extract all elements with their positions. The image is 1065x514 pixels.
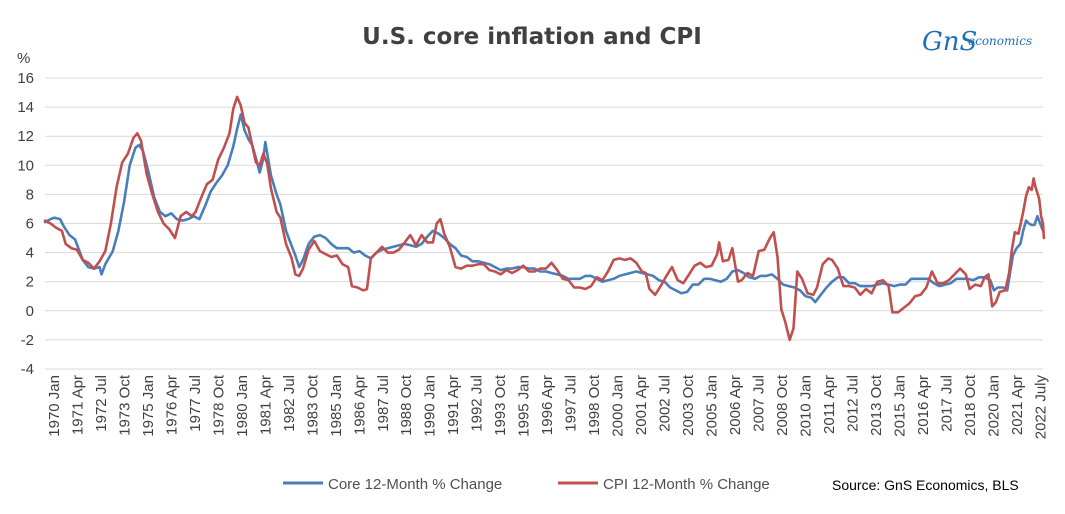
- x-tick-label: 1971 Apr: [69, 375, 86, 435]
- x-tick-label: 1983 Oct: [304, 374, 321, 436]
- x-tick-label: 2018 Oct: [962, 374, 979, 436]
- x-tick-label: 2011 Apr: [821, 375, 838, 434]
- x-tick-label: 2021 Apr: [1009, 375, 1026, 435]
- y-tick-label: 12: [17, 128, 34, 145]
- x-tick-label: 2002 Jul: [657, 375, 674, 432]
- x-tick-label: 1976 Apr: [163, 375, 180, 435]
- x-tick-label: 1990 Jan: [422, 375, 439, 437]
- x-tick-label: 2008 Oct: [774, 374, 791, 436]
- x-tick-label: 1985 Jan: [328, 375, 345, 437]
- series-line-core: [43, 113, 1045, 304]
- x-tick-label: 1970 Jan: [46, 375, 63, 437]
- y-tick-label: -4: [21, 361, 34, 378]
- x-tick-label: 2015 Jan: [891, 375, 908, 437]
- x-tick-label: 1995 Jan: [516, 375, 533, 437]
- logo-mark: GnS: [922, 27, 977, 57]
- y-axis-ticks: -4 -2 0 2 4 6 8 10 12 14 16: [17, 70, 34, 378]
- y-tick-label: 0: [26, 303, 34, 320]
- gridlines: [45, 77, 1043, 370]
- x-tick-label: 1977 Jul: [187, 375, 204, 432]
- logo-word: economics: [968, 34, 1032, 48]
- x-tick-label: 1982 Jul: [281, 375, 298, 432]
- legend-label: Core 12-Month % Change: [328, 476, 502, 493]
- x-tick-label: 2007 Jul: [750, 375, 767, 432]
- y-tick-label: 10: [17, 157, 34, 174]
- y-axis-unit: %: [17, 50, 30, 67]
- x-tick-label: 2000 Jan: [610, 375, 627, 437]
- x-tick-label: 1981 Apr: [257, 375, 274, 435]
- x-tick-label: 2017 Jul: [938, 375, 955, 432]
- x-tick-label: 1986 Apr: [351, 375, 368, 435]
- x-tick-label: 2003 Oct: [680, 374, 697, 436]
- y-tick-label: 4: [26, 245, 34, 262]
- y-tick-label: 2: [26, 274, 34, 291]
- x-tick-label: 2006 Apr: [727, 375, 744, 435]
- x-tick-label: 1973 Oct: [116, 374, 133, 436]
- x-tick-label: 2022 July: [1032, 375, 1049, 440]
- x-tick-label: 2013 Oct: [868, 374, 885, 436]
- y-tick-label: 6: [26, 216, 34, 233]
- x-tick-label: 1988 Oct: [398, 374, 415, 436]
- x-tick-label: 2005 Jan: [704, 375, 721, 437]
- x-tick-label: 1972 Jul: [93, 375, 110, 432]
- x-tick-label: 2012 Jul: [844, 375, 861, 432]
- legend: Core 12-Month % Change CPI 12-Month % Cha…: [283, 476, 770, 493]
- x-tick-label: 2016 Apr: [915, 375, 932, 435]
- x-tick-label: 2020 Jan: [985, 375, 1002, 437]
- x-tick-label: 2001 Apr: [633, 375, 650, 435]
- series-lines: [43, 95, 1046, 342]
- x-tick-label: 1998 Oct: [586, 374, 603, 436]
- x-tick-label: 1996 Apr: [539, 375, 556, 435]
- x-tick-label: 1991 Apr: [445, 375, 462, 435]
- legend-label: CPI 12-Month % Change: [603, 476, 770, 493]
- source-note: Source: GnS Economics, BLS: [832, 477, 1019, 493]
- y-tick-label: 14: [17, 99, 34, 116]
- y-tick-label: 16: [17, 70, 34, 87]
- series-line-cpi: [43, 95, 1046, 342]
- logo: GnS economics: [922, 27, 1032, 57]
- x-tick-label: 1975 Jan: [140, 375, 157, 437]
- x-tick-label: 1992 Jul: [469, 375, 486, 432]
- x-tick-label: 2010 Jan: [797, 375, 814, 437]
- x-axis-ticks: 1970 Jan 1971 Apr 1972 Jul 1973 Oct 1975 Jan…: [46, 374, 1049, 439]
- x-tick-label: 1987 Jul: [375, 375, 392, 432]
- x-tick-label: 1980 Jan: [234, 375, 251, 437]
- y-tick-label: 8: [26, 186, 34, 203]
- chart-title: U.S. core inflation and CPI: [362, 24, 702, 50]
- x-tick-label: 1993 Oct: [492, 374, 509, 436]
- x-tick-label: 1978 Oct: [210, 374, 227, 436]
- y-tick-label: -2: [21, 332, 34, 349]
- x-tick-label: 1997 Jul: [563, 375, 580, 432]
